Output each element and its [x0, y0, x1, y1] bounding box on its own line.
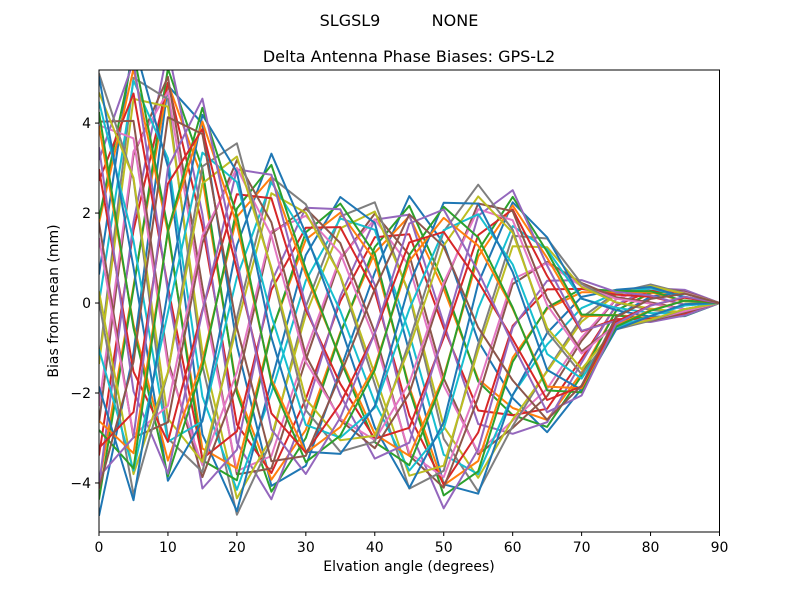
series-line-14 — [99, 70, 720, 510]
y-tick-label: 4 — [82, 116, 91, 132]
series-line-34 — [99, 97, 720, 478]
series-line-30 — [99, 113, 720, 502]
suptitle-antenna: NONE — [432, 11, 479, 30]
x-tick-label: 20 — [228, 540, 246, 556]
series-line-16 — [99, 124, 720, 479]
series-line-20 — [99, 76, 720, 489]
plot-frame — [98, 69, 720, 533]
x-axis-label: Elvation angle (degrees) — [323, 559, 494, 575]
y-axis-ticks: −4 −2 0 2 4 — [70, 116, 99, 492]
x-axis-ticks: 0 10 20 30 40 50 60 70 80 90 — [95, 532, 729, 556]
chart-title: Delta Antenna Phase Biases: GPS-L2 — [263, 47, 555, 66]
x-tick-label: 60 — [504, 540, 522, 556]
y-tick-label: −2 — [70, 386, 91, 402]
series-line-32 — [99, 106, 720, 470]
series-line-22 — [99, 111, 720, 478]
series-line-18 — [99, 92, 720, 477]
x-tick-label: 10 — [159, 540, 177, 556]
series-line-35 — [99, 116, 720, 489]
x-tick-label: 80 — [642, 540, 660, 556]
y-tick-label: 2 — [82, 206, 91, 222]
series-lines — [99, 70, 720, 517]
series-line-33 — [99, 128, 720, 454]
suptitle-station: SLGSL9 — [320, 11, 381, 30]
x-tick-label: 50 — [435, 540, 453, 556]
series-line-10 — [99, 70, 720, 513]
x-tick-label: 30 — [297, 540, 315, 556]
x-tick-label: 0 — [95, 540, 104, 556]
y-axis-label: Bias from mean (mm) — [46, 224, 62, 377]
y-tick-label: 0 — [82, 296, 91, 312]
x-tick-label: 40 — [366, 540, 384, 556]
x-tick-label: 90 — [711, 540, 729, 556]
x-tick-label: 70 — [573, 540, 591, 556]
y-tick-label: −4 — [70, 476, 91, 492]
